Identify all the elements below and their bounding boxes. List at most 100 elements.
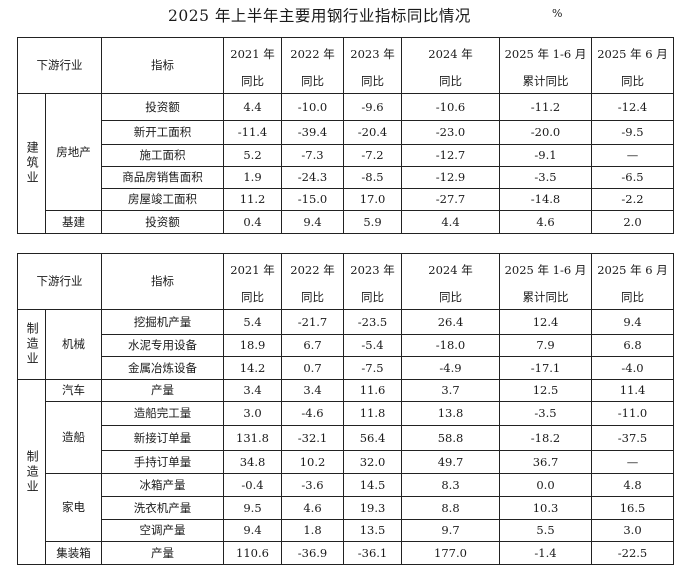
indicator-name: 房屋竣工面积 <box>102 189 224 211</box>
header-year: 2021 年 <box>224 254 282 287</box>
value-cell: -23.0 <box>402 121 500 145</box>
value-cell: -32.1 <box>282 426 344 451</box>
value-cell: 3.4 <box>224 380 282 402</box>
value-cell: -10.0 <box>282 94 344 121</box>
table-row: 空调产量 9.4 1.8 13.5 9.7 5.5 3.0 <box>18 520 674 542</box>
value-cell: -4.6 <box>282 402 344 426</box>
value-cell: 3.0 <box>592 520 674 542</box>
value-cell: -20.4 <box>344 121 402 145</box>
value-cell: 3.0 <box>224 402 282 426</box>
indicator-name: 产量 <box>102 380 224 402</box>
value-cell: -4.9 <box>402 357 500 380</box>
value-cell: 4.8 <box>592 474 674 497</box>
value-cell: -0.4 <box>224 474 282 497</box>
value-cell: -11.2 <box>500 94 592 121</box>
value-cell: 16.5 <box>592 497 674 520</box>
header-year: 2024 年 <box>402 38 500 71</box>
value-cell: 11.6 <box>344 380 402 402</box>
group-container: 集装箱 <box>46 542 102 565</box>
indicator-name: 施工面积 <box>102 145 224 167</box>
sector-manufacturing: 制造业 <box>18 310 46 380</box>
header-sub: 累计同比 <box>500 287 592 310</box>
indicator-name: 手持订单量 <box>102 451 224 474</box>
value-cell: 2.0 <box>592 211 674 234</box>
table-row: 水泥专用设备 18.9 6.7 -5.4 -18.0 7.9 6.8 <box>18 335 674 357</box>
table-row: 新开工面积 -11.4 -39.4 -20.4 -23.0 -20.0 -9.5 <box>18 121 674 145</box>
value-cell: -5.4 <box>344 335 402 357</box>
value-cell: 11.2 <box>224 189 282 211</box>
value-cell: -18.2 <box>500 426 592 451</box>
value-cell: -9.1 <box>500 145 592 167</box>
header-year: 2023 年 <box>344 38 402 71</box>
value-cell: — <box>592 451 674 474</box>
table-row: 制造业 机械 挖掘机产量 5.4 -21.7 -23.5 26.4 12.4 9… <box>18 310 674 335</box>
value-cell: 14.5 <box>344 474 402 497</box>
value-cell: -1.4 <box>500 542 592 565</box>
indicator-name: 水泥专用设备 <box>102 335 224 357</box>
value-cell: -12.7 <box>402 145 500 167</box>
table-row: 房屋竣工面积 11.2 -15.0 17.0 -27.7 -14.8 -2.2 <box>18 189 674 211</box>
indicator-name: 挖掘机产量 <box>102 310 224 335</box>
value-cell: -3.5 <box>500 167 592 189</box>
value-cell: 9.5 <box>224 497 282 520</box>
value-cell: -22.5 <box>592 542 674 565</box>
value-cell: 7.9 <box>500 335 592 357</box>
value-cell: 3.4 <box>282 380 344 402</box>
header-sub: 同比 <box>282 71 344 94</box>
value-cell: 19.3 <box>344 497 402 520</box>
value-cell: 9.7 <box>402 520 500 542</box>
group-real-estate: 房地产 <box>46 94 102 211</box>
value-cell: 8.8 <box>402 497 500 520</box>
header-sub: 同比 <box>592 71 674 94</box>
page-title: 2025 年上半年主要用钢行业指标同比情况 <box>168 4 471 26</box>
group-shipbuilding: 造船 <box>46 402 102 474</box>
header-sub: 同比 <box>224 71 282 94</box>
value-cell: -18.0 <box>402 335 500 357</box>
header-indicator: 指标 <box>102 254 224 310</box>
value-cell: 9.4 <box>592 310 674 335</box>
value-cell: 12.4 <box>500 310 592 335</box>
indicator-name: 产量 <box>102 542 224 565</box>
table-row: 造船 造船完工量 3.0 -4.6 11.8 13.8 -3.5 -11.0 <box>18 402 674 426</box>
value-cell: -36.9 <box>282 542 344 565</box>
value-cell: 1.9 <box>224 167 282 189</box>
value-cell: -23.5 <box>344 310 402 335</box>
value-cell: 12.5 <box>500 380 592 402</box>
table-row: 家电 冰箱产量 -0.4 -3.6 14.5 8.3 0.0 4.8 <box>18 474 674 497</box>
value-cell: 11.4 <box>592 380 674 402</box>
value-cell: 8.3 <box>402 474 500 497</box>
title-row: 2025 年上半年主要用钢行业指标同比情况 % <box>0 4 692 28</box>
value-cell: 4.4 <box>224 94 282 121</box>
value-cell: 0.7 <box>282 357 344 380</box>
value-cell: 13.5 <box>344 520 402 542</box>
value-cell: -12.4 <box>592 94 674 121</box>
value-cell: -11.4 <box>224 121 282 145</box>
construction-table: 下游行业 指标 2021 年 2022 年 2023 年 2024 年 2025… <box>17 37 674 234</box>
value-cell: -39.4 <box>282 121 344 145</box>
unit-label: % <box>552 7 562 20</box>
header-sub: 同比 <box>344 71 402 94</box>
value-cell: 0.0 <box>500 474 592 497</box>
header-year: 2022 年 <box>282 254 344 287</box>
header-sub: 同比 <box>224 287 282 310</box>
value-cell: 5.5 <box>500 520 592 542</box>
header-year: 2024 年 <box>402 254 500 287</box>
value-cell: -11.0 <box>592 402 674 426</box>
group-auto: 汽车 <box>46 380 102 402</box>
indicator-name: 造船完工量 <box>102 402 224 426</box>
indicator-name: 投资额 <box>102 211 224 234</box>
header-sub: 同比 <box>344 287 402 310</box>
group-appliances: 家电 <box>46 474 102 542</box>
header-sub: 同比 <box>402 287 500 310</box>
value-cell: -10.6 <box>402 94 500 121</box>
indicator-name: 冰箱产量 <box>102 474 224 497</box>
value-cell: 6.8 <box>592 335 674 357</box>
group-infrastructure: 基建 <box>46 211 102 234</box>
value-cell: 4.4 <box>402 211 500 234</box>
value-cell: -36.1 <box>344 542 402 565</box>
value-cell: 0.4 <box>224 211 282 234</box>
header-year: 2021 年 <box>224 38 282 71</box>
table-row: 集装箱 产量 110.6 -36.9 -36.1 177.0 -1.4 -22.… <box>18 542 674 565</box>
value-cell: 36.7 <box>500 451 592 474</box>
value-cell: 5.9 <box>344 211 402 234</box>
